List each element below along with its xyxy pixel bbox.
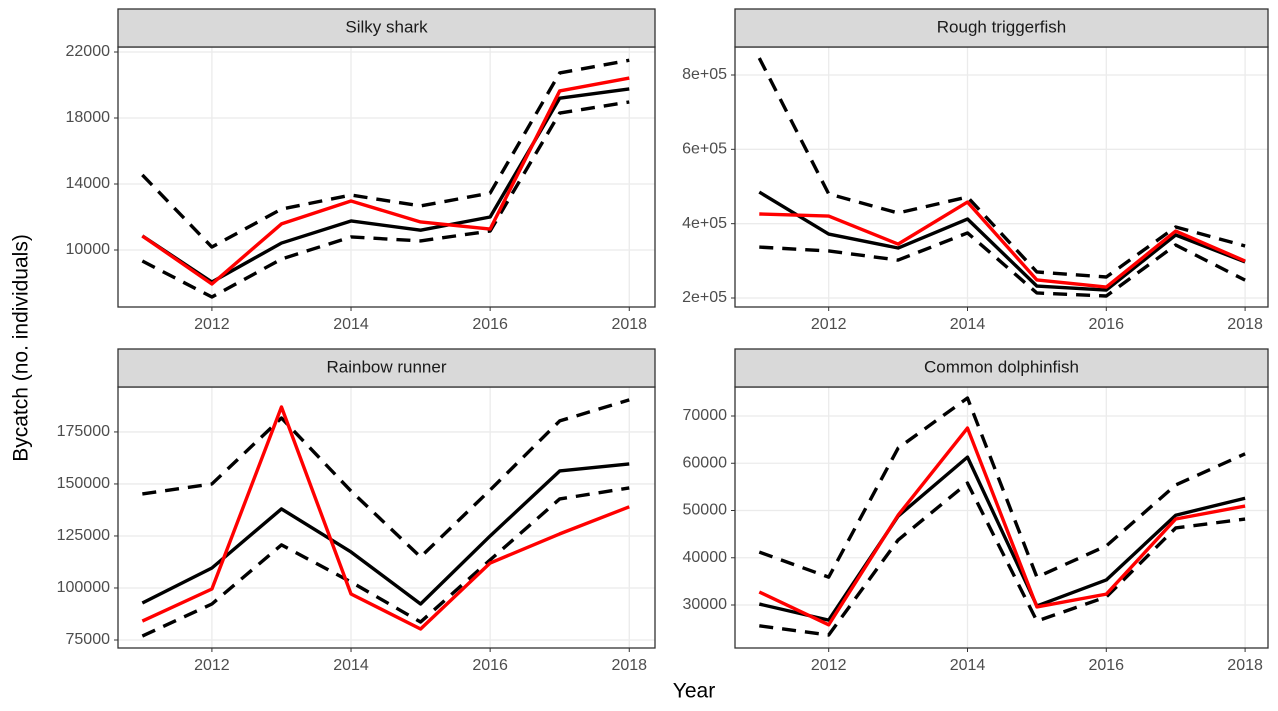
x-tick-label: 2012: [194, 316, 230, 333]
x-tick-label: 2014: [950, 657, 986, 674]
strip-title: Rough triggerfish: [937, 17, 1066, 36]
x-tick-label: 2018: [611, 316, 647, 333]
x-tick-label: 2016: [1088, 316, 1124, 333]
strip-title: Silky shark: [345, 17, 428, 36]
strip-title: Common dolphinfish: [924, 357, 1079, 376]
series-line: [759, 481, 1246, 637]
x-tick-label: 2018: [1227, 657, 1263, 674]
series-line: [141, 76, 630, 286]
y-tick-label: 4e+05: [682, 215, 727, 232]
x-axis-title: Year: [673, 680, 715, 703]
x-tick-label: 2014: [950, 316, 986, 333]
series-line: [757, 57, 1246, 279]
y-tick-label: 10000: [66, 241, 111, 258]
series-line: [141, 100, 630, 299]
series-line: [759, 200, 1246, 289]
series-line: [758, 396, 1246, 579]
series-line: [142, 398, 630, 559]
y-tick-label: 150000: [57, 475, 110, 492]
series-line: [141, 486, 630, 638]
y-tick-label: 75000: [66, 631, 111, 648]
y-tick-label: 22000: [66, 43, 111, 60]
y-tick-label: 14000: [66, 175, 111, 192]
strip-title: Rainbow runner: [326, 357, 446, 376]
y-axis-title: Bycatch (no. individuals): [10, 234, 33, 462]
y-tick-label: 6e+05: [682, 141, 727, 158]
series-line: [758, 190, 1246, 292]
strip: [734, 8, 1269, 48]
x-tick-label: 2016: [472, 657, 508, 674]
x-tick-label: 2012: [811, 316, 847, 333]
series-line: [141, 405, 630, 631]
panel-background: [735, 47, 1268, 307]
strip: [734, 348, 1269, 388]
series-line: [141, 58, 630, 249]
series-line: [758, 455, 1246, 622]
x-tick-label: 2012: [194, 657, 230, 674]
x-tick-label: 2014: [333, 657, 369, 674]
y-tick-label: 18000: [66, 109, 111, 126]
strip: [117, 8, 656, 48]
y-tick-label: 175000: [57, 423, 110, 440]
y-tick-label: 40000: [683, 549, 728, 566]
y-tick-label: 2e+05: [682, 289, 727, 306]
y-tick-label: 125000: [57, 527, 110, 544]
x-tick-label: 2018: [1227, 316, 1263, 333]
panel-background: [118, 47, 655, 307]
y-tick-label: 60000: [683, 454, 728, 471]
series-line: [758, 426, 1246, 627]
y-tick-label: 8e+05: [682, 66, 727, 83]
x-tick-label: 2014: [333, 316, 369, 333]
y-tick-label: 70000: [683, 407, 728, 424]
series-line: [759, 231, 1246, 298]
strip: [117, 348, 656, 388]
x-tick-label: 2012: [811, 657, 847, 674]
x-tick-label: 2016: [472, 316, 508, 333]
panel-background: [118, 387, 655, 648]
y-tick-label: 50000: [683, 502, 728, 519]
x-tick-label: 2018: [611, 657, 647, 674]
x-tick-label: 2016: [1088, 657, 1124, 674]
y-tick-label: 100000: [57, 579, 110, 596]
y-tick-label: 30000: [683, 596, 728, 613]
